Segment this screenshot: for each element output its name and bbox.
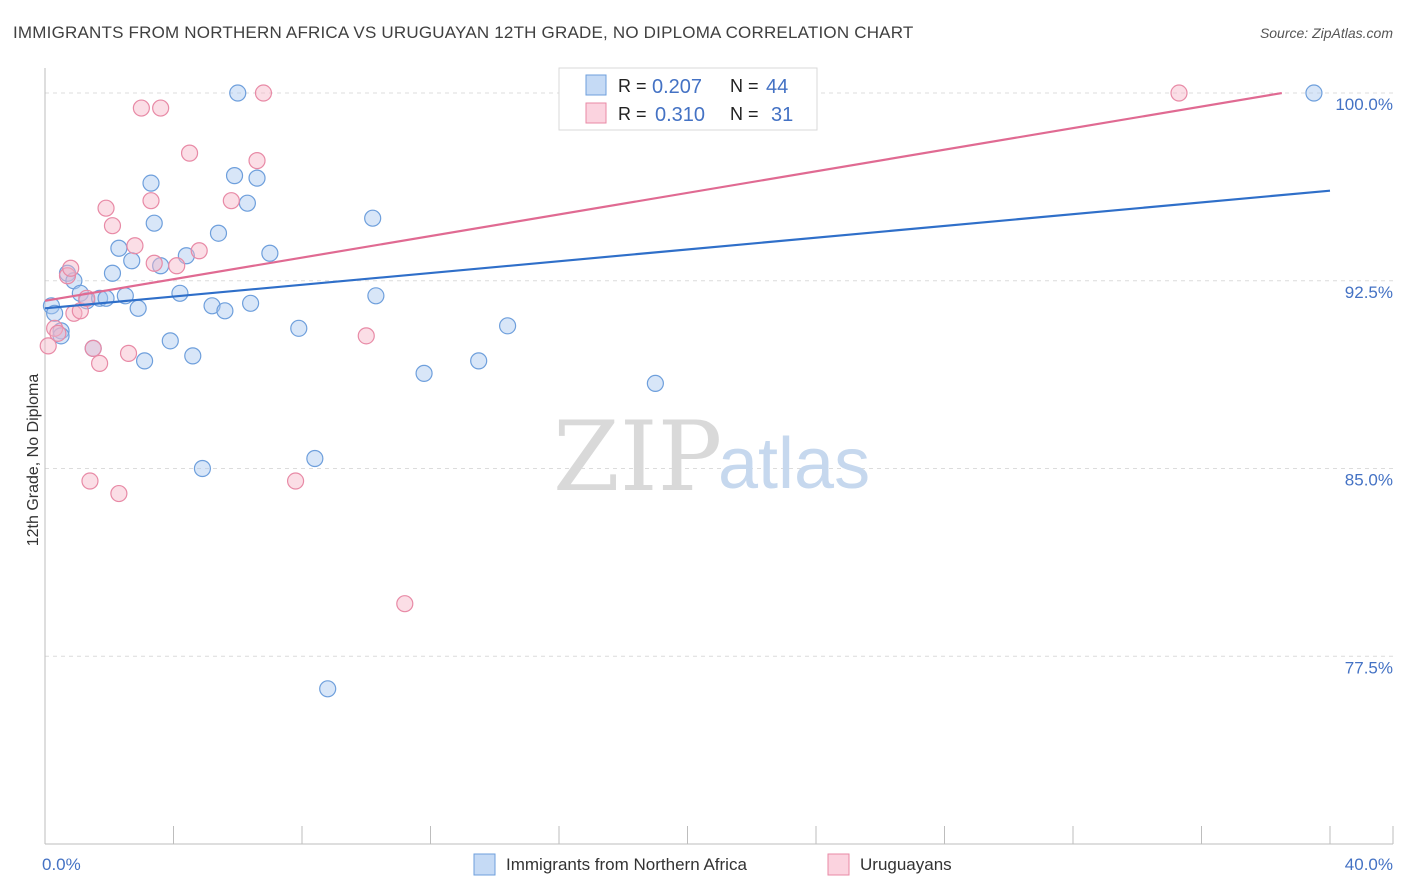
point-northern-africa	[306, 449, 324, 468]
point-uruguayans	[222, 192, 240, 210]
point-northern-africa	[242, 294, 260, 312]
watermark-atlas: atlas	[718, 424, 870, 504]
chart-source: Source: ZipAtlas.com	[1260, 25, 1393, 41]
point-uruguayans	[46, 319, 64, 337]
trend-line-northern-africa	[44, 189, 1331, 310]
point-uruguayans	[91, 354, 109, 372]
point-northern-africa	[46, 304, 64, 322]
point-northern-africa	[470, 352, 488, 370]
point-northern-africa	[290, 319, 308, 337]
point-northern-africa	[142, 174, 160, 192]
legend-swatch-pink	[827, 853, 850, 876]
point-uruguayans	[103, 217, 122, 235]
point-uruguayans	[39, 337, 57, 355]
y-tick-label: 100.0%	[1335, 95, 1393, 114]
point-uruguayans	[81, 472, 99, 490]
legend-label-blue: Immigrants from Northern Africa	[506, 855, 747, 874]
stats-swatch-blue	[585, 74, 607, 96]
point-northern-africa	[129, 299, 147, 317]
chart-title: IMMIGRANTS FROM NORTHERN AFRICA VS URUGU…	[13, 23, 913, 42]
point-uruguayans	[84, 339, 102, 357]
point-northern-africa	[123, 252, 141, 270]
x-tick-label-min: 0.0%	[42, 855, 81, 874]
point-uruguayans	[97, 199, 115, 217]
x-tick-label-max: 40.0%	[1345, 855, 1393, 874]
watermark: ZIP atlas	[553, 401, 870, 513]
point-northern-africa	[238, 194, 256, 212]
y-tick-labels: 77.5% 85.0% 92.5% 100.0%	[1335, 95, 1393, 677]
point-uruguayans	[49, 324, 67, 342]
axes	[44, 68, 1394, 845]
y-tick-label: 92.5%	[1345, 283, 1393, 302]
legend: Immigrants from Northern Africa Uruguaya…	[473, 853, 952, 876]
point-uruguayans	[132, 99, 150, 117]
point-northern-africa	[367, 287, 385, 305]
stats-box: R = 0.207 N = 44 R = 0.310 N = 31	[558, 67, 818, 131]
point-uruguayans	[396, 595, 414, 613]
point-uruguayans	[190, 242, 208, 260]
trend-lines	[44, 91, 1331, 310]
point-uruguayans	[254, 84, 273, 102]
point-northern-africa	[364, 209, 382, 227]
y-tick-label: 77.5%	[1345, 658, 1393, 677]
y-axis-label: 12th Grade, No Diploma	[25, 374, 42, 547]
point-northern-africa	[261, 244, 279, 262]
stats-r-label-pink: R =	[618, 104, 647, 124]
point-northern-africa	[103, 264, 122, 282]
point-northern-africa	[229, 84, 247, 102]
stats-r-value-pink: 0.310	[655, 104, 705, 126]
point-northern-africa	[216, 302, 234, 320]
point-northern-africa	[193, 459, 212, 478]
point-northern-africa	[415, 364, 433, 382]
stats-n-value-blue: 44	[766, 76, 788, 98]
stats-n-label-pink: N =	[730, 104, 759, 124]
point-uruguayans	[357, 327, 375, 345]
point-northern-africa	[646, 374, 664, 393]
point-northern-africa	[225, 167, 244, 185]
point-uruguayans	[168, 257, 186, 275]
stats-r-value-blue: 0.207	[652, 76, 702, 98]
point-northern-africa	[171, 284, 189, 302]
point-uruguayans	[248, 152, 266, 170]
point-northern-africa	[161, 332, 179, 350]
legend-label-pink: Uruguayans	[860, 855, 952, 874]
trend-line-uruguayans	[44, 91, 1282, 302]
data-points	[39, 84, 1323, 698]
y-tick-label: 85.0%	[1345, 471, 1393, 490]
point-northern-africa	[203, 297, 221, 315]
stats-n-label-blue: N =	[730, 76, 759, 96]
point-northern-africa	[499, 317, 517, 335]
point-northern-africa	[184, 347, 202, 365]
point-northern-africa	[135, 352, 154, 370]
point-uruguayans	[1170, 84, 1188, 102]
point-northern-africa	[209, 224, 228, 242]
point-uruguayans	[145, 254, 163, 272]
point-northern-africa	[110, 239, 128, 257]
stats-n-value-pink: 31	[771, 104, 793, 126]
point-uruguayans	[119, 344, 138, 362]
point-uruguayans	[152, 99, 170, 117]
point-uruguayans	[126, 237, 144, 255]
point-northern-africa	[319, 680, 337, 698]
stats-r-label-blue: R =	[618, 76, 647, 96]
point-uruguayans	[286, 472, 305, 490]
stats-swatch-pink	[585, 102, 607, 124]
point-uruguayans	[110, 484, 128, 503]
point-uruguayans	[142, 192, 160, 210]
watermark-zip: ZIP	[553, 401, 722, 513]
point-uruguayans	[62, 259, 80, 277]
point-northern-africa	[1305, 84, 1323, 102]
point-uruguayans	[180, 144, 199, 162]
gridlines	[45, 92, 1393, 657]
point-northern-africa	[145, 214, 163, 232]
legend-swatch-blue	[473, 853, 496, 876]
point-northern-africa	[248, 169, 266, 187]
